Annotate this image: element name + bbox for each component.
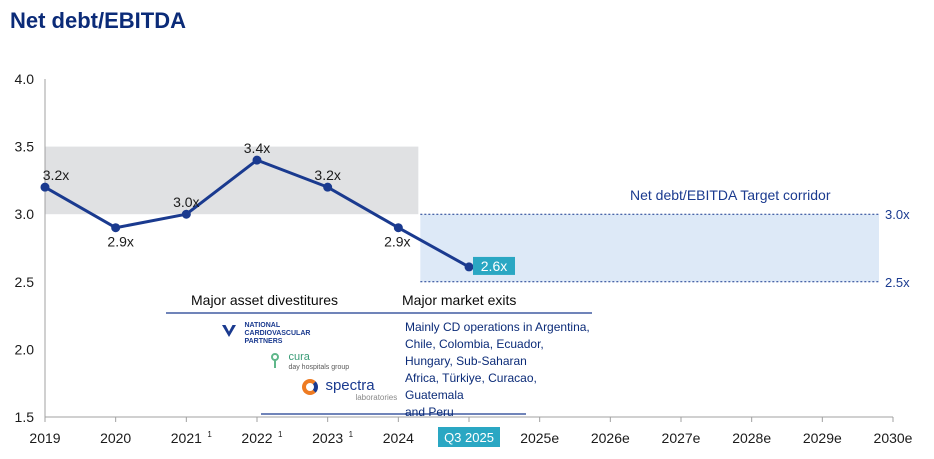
spectra-logo: spectra laboratories [302,378,397,403]
x-tick-label: 2027e [662,430,701,446]
data-point [252,155,262,165]
data-point [40,182,50,192]
exits-line: Hungary, Sub-Saharan [405,354,527,368]
data-label: 2.9x [107,234,133,250]
x-tick-label: Q3 2025 [444,430,494,445]
x-tick-label: 2023 [312,430,343,446]
footnote-mark: 1 [349,430,354,439]
corridor-upper-value: 3.0x [885,207,910,222]
data-point [111,223,121,233]
data-point [181,209,191,219]
x-tick-label: 2020 [100,430,131,446]
highlight-x-label-box [438,427,500,447]
x-tick-label: 2022 [241,430,272,446]
x-tick-label: 2030e [874,430,913,446]
data-point [323,182,333,192]
ncp-heart-icon [222,325,236,337]
data-point [393,223,403,233]
x-tick-label: 2028e [732,430,771,446]
y-tick-label: 3.5 [15,139,35,155]
spectra-swirl-icon [302,379,318,395]
corridor-label: Net debt/EBITDA Target corridor [630,187,831,203]
ncp-logo-text: NATIONAL [244,322,281,329]
footnote-mark: 1 [278,430,283,439]
x-tick-label: 2019 [29,430,60,446]
x-tick-label: 2024 [383,430,414,446]
data-label: 2.6x [481,258,507,274]
x-tick-label: 2029e [803,430,842,446]
corridor-lower-value: 2.5x [885,275,910,290]
y-tick-label: 4.0 [15,71,35,87]
y-tick-label: 1.5 [15,409,35,425]
cura-logo: cura day hospitals group [268,352,349,372]
data-label: 3.0x [173,194,199,210]
data-point [464,262,474,272]
ncp-logo-text: PARTNERS [244,338,283,345]
x-tick-label: 2021 [171,430,202,446]
market-exits-list: Mainly CD operations in Argentina, Chile… [405,319,590,421]
cura-leaf-icon [268,352,282,368]
divestitures-header: Major asset divestitures [191,292,339,308]
ncp-logo: NATIONAL CARDIOVASCULAR PARTNERS [222,322,310,348]
x-tick-label: 2026e [591,430,630,446]
ncp-logo-text: CARDIOVASCULAR [244,330,311,337]
y-tick-label: 2.0 [15,341,35,357]
data-label: 3.2x [43,167,69,183]
exits-line: and Peru [405,405,454,419]
spectra-logo-subtext: laboratories [355,393,398,402]
data-label: 2.9x [384,234,410,250]
chart-title: Net debt/EBITDA [10,8,186,33]
footnote-mark: 1 [207,430,212,439]
exits-line: Chile, Colombia, Ecuador, [405,337,544,351]
exits-line: Guatemala [405,388,464,402]
exits-header: Major market exits [402,292,517,308]
cura-logo-text: cura [288,351,310,363]
y-tick-label: 2.5 [15,274,35,290]
x-tick-label: 2025e [520,430,559,446]
y-tick-label: 3.0 [15,206,35,222]
spectra-logo-text: spectra [325,377,375,394]
exits-line: Mainly CD operations in Argentina, [405,320,590,334]
data-label: 3.2x [314,167,340,183]
exits-line: Africa, Türkiye, Curacao, [405,371,537,385]
data-label: 3.4x [244,140,270,156]
cura-logo-subtext: day hospitals group [288,364,350,371]
highlight-value-box [473,256,515,275]
